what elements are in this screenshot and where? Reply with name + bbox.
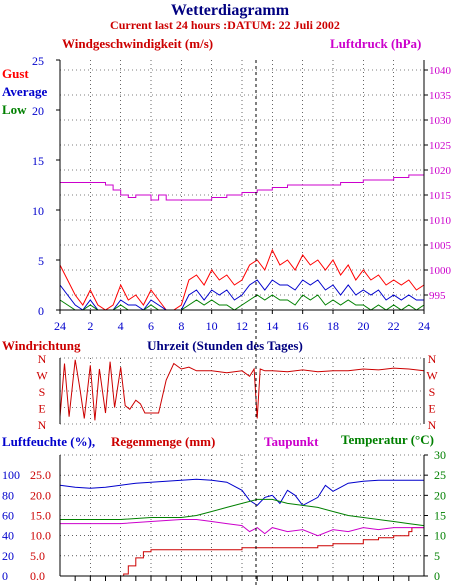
direction-series (59, 359, 425, 421)
wind-tick-label: 20 (32, 104, 44, 118)
hour-tick-label: 12 (236, 319, 248, 333)
pressure-tick-label: 995 (429, 290, 446, 302)
pressure-tick-label: 1010 (429, 215, 452, 227)
temperature-tick-label: 5 (434, 549, 440, 563)
direction-tick-label-right: W (426, 369, 438, 383)
rain-tick-label: 0.0 (30, 569, 45, 583)
pressure-tick-label: 1015 (429, 190, 452, 202)
hour-tick-label: 24 (418, 319, 430, 333)
hour-tick-label: 24 (54, 319, 66, 333)
rain-tick-label: 20.0 (30, 488, 51, 502)
pressure-tick-label: 1030 (429, 115, 452, 127)
hour-tick-label: 8 (178, 319, 184, 333)
pressure-tick-label: 1005 (429, 240, 452, 252)
rain-tick-label: 15.0 (30, 509, 51, 523)
hour-tick-label: 20 (357, 319, 369, 333)
direction-grid (60, 357, 424, 425)
wind-tick-label: 15 (32, 154, 44, 168)
direction-tick-label-right: S (429, 385, 436, 399)
climate-ticks: 0 5 10 15 20 25 30 0 20 40 60 80 100 0.0 5.0 10.0 15.0 20… (2, 448, 446, 583)
temperature-tick-label: 20 (434, 488, 446, 502)
series-low (59, 294, 425, 311)
rain-title: Regenmenge (mm) (111, 434, 215, 449)
series-windrichtung (59, 359, 425, 421)
legend-average: Average (2, 84, 47, 99)
wind-tick-label: 0 (38, 304, 44, 318)
chart-title: Wetterdiagramm (171, 2, 290, 19)
hour-tick-label: 14 (266, 319, 278, 333)
direction-ticks: N NW WS SE EN N (36, 352, 438, 432)
series-regenmenge (60, 527, 424, 577)
direction-tick-label-right: N (428, 352, 437, 366)
humidity-tick-label: 100 (2, 468, 20, 482)
humidity-title: Luftfeuchte (%), (2, 434, 95, 449)
temperature-tick-label: 15 (434, 509, 446, 523)
series-taupunkt (60, 519, 424, 537)
hour-tick-label: 2 (87, 319, 93, 333)
temperature-tick-label: 10 (434, 529, 446, 543)
hour-tick-label: 16 (297, 319, 309, 333)
hour-tick-label: 10 (206, 319, 218, 333)
pressure-tick-label: 1025 (429, 140, 452, 152)
wind-right-title: Luftdruck (hPa) (330, 36, 421, 51)
hour-tick-label: 6 (148, 319, 154, 333)
direction-tick-label-right: E (428, 402, 435, 416)
hour-tick-label: 22 (388, 319, 400, 333)
humidity-tick-label: 40 (2, 529, 14, 543)
wind-tick-label: 10 (32, 204, 44, 218)
wind-ticks: 9951000100510101015102010251030103510400… (32, 54, 452, 333)
series-gust (59, 248, 425, 311)
pressure-tick-label: 1035 (429, 90, 452, 102)
direction-tick-label-left: N (38, 352, 47, 366)
climate-grid (60, 454, 424, 577)
temperature-tick-label: 25 (434, 468, 446, 482)
rain-tick-label: 25.0 (30, 468, 51, 482)
temperature-title: Temperatur (°C) (341, 432, 434, 447)
direction-title: Windrichtung (2, 338, 81, 353)
humidity-tick-label: 20 (2, 549, 14, 563)
dewpoint-title: Taupunkt (264, 434, 319, 449)
humidity-tick-label: 0 (2, 569, 8, 583)
wind-series (59, 174, 425, 311)
legend-low: Low (2, 102, 27, 117)
temperature-tick-label: 30 (434, 448, 446, 462)
direction-tick-label-left: S (39, 385, 46, 399)
humidity-tick-label: 60 (2, 509, 14, 523)
wind-left-title: Windgeschwindigkeit (m/s) (62, 36, 213, 51)
legend-gust: Gust (2, 66, 29, 81)
wind-tick-label: 25 (32, 54, 44, 68)
humidity-tick-label: 80 (2, 488, 14, 502)
temperature-tick-label: 0 (434, 569, 440, 583)
direction-axes (59, 358, 425, 424)
pressure-tick-label: 1020 (429, 165, 452, 177)
chart-subtitle: Current last 24 hours :DATUM: 22 Juli 20… (110, 18, 340, 32)
pressure-tick-label: 1040 (429, 65, 452, 77)
series-luftfeuchte (59, 478, 424, 507)
series-temperatur (60, 498, 425, 527)
wind-grid (60, 60, 424, 310)
rain-tick-label: 5.0 (30, 549, 45, 563)
series-luftdruck (60, 174, 424, 201)
direction-tick-label-right: N (428, 418, 437, 432)
pressure-tick-label: 1000 (429, 265, 452, 277)
wind-tick-label: 5 (38, 254, 44, 268)
series-average (59, 279, 424, 311)
climate-series (59, 478, 425, 577)
hour-tick-label: 4 (118, 319, 124, 333)
hour-tick-label: 18 (327, 319, 339, 333)
direction-tick-label-left: N (38, 418, 47, 432)
rain-tick-label: 10.0 (30, 529, 51, 543)
direction-tick-label-left: E (38, 402, 45, 416)
direction-tick-label-left: W (36, 369, 48, 383)
time-axis-title: Uhrzeit (Stunden des Tages) (147, 338, 303, 353)
